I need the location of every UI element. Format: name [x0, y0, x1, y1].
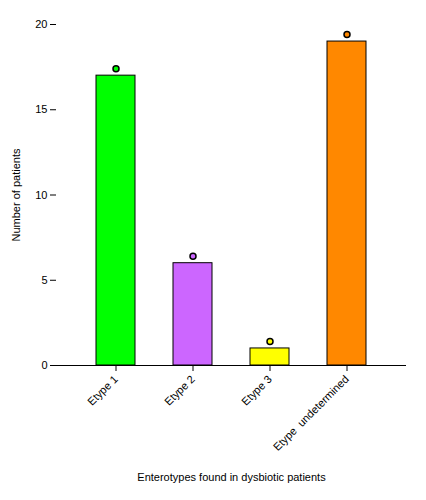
svg-text:Etype 3: Etype 3	[239, 373, 274, 408]
svg-text:Etype undetermined: Etype undetermined	[271, 373, 351, 453]
svg-text:0: 0	[41, 359, 47, 371]
svg-text:Etype 1: Etype 1	[85, 373, 120, 408]
svg-text:Etype 2: Etype 2	[162, 373, 197, 408]
svg-text:20: 20	[35, 18, 47, 30]
svg-text:Enterotypes found in dysbiotic: Enterotypes found in dysbiotic patients	[137, 471, 326, 483]
svg-text:Number of patients: Number of patients	[10, 148, 22, 241]
svg-text:15: 15	[35, 103, 47, 115]
svg-text:5: 5	[41, 274, 47, 286]
svg-text:10: 10	[35, 189, 47, 201]
